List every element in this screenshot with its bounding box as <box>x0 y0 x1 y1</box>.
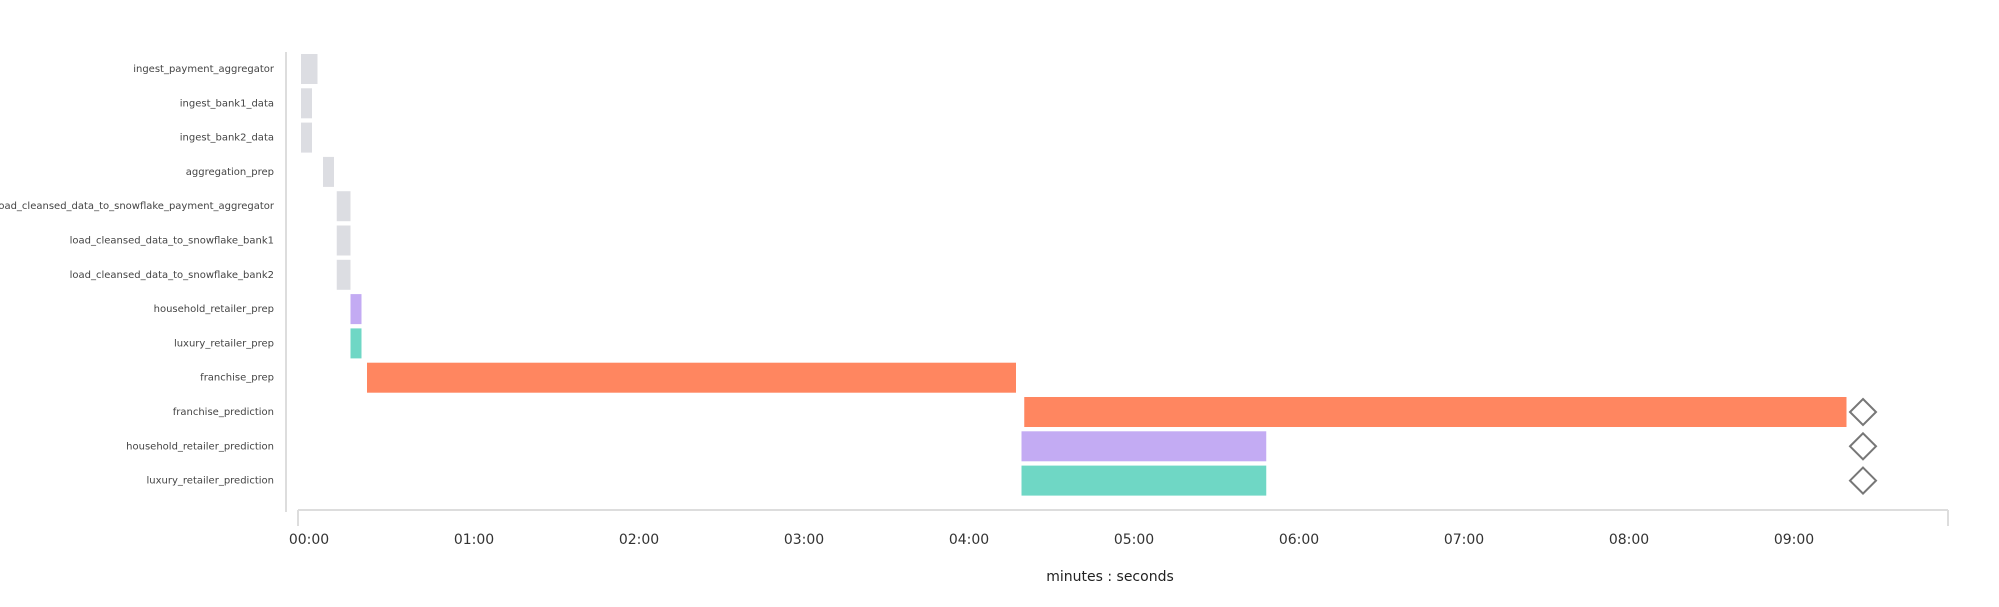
task-label: load_cleansed_data_to_snowflake_bank2 <box>70 270 274 281</box>
task-bar <box>301 122 312 153</box>
milestone <box>1848 397 1878 427</box>
task-label: aggregation_prep <box>186 167 274 178</box>
task-label: load_cleansed_data_to_snowflake_bank1 <box>70 236 274 247</box>
x-tick-label: 03:00 <box>784 532 824 548</box>
milestone <box>1848 431 1878 461</box>
x-tick-label: 01:00 <box>454 532 494 548</box>
task-label: franchise_prediction <box>173 407 274 418</box>
task-bar <box>350 294 362 325</box>
task-bar <box>336 191 351 222</box>
task-bar <box>301 54 318 84</box>
task-bar <box>301 88 312 119</box>
task-bar <box>1024 397 1847 427</box>
task-bar <box>336 259 351 290</box>
x-tick-label: 02:00 <box>619 532 659 548</box>
task-label: luxury_retailer_prep <box>174 338 274 349</box>
task-label: household_retailer_prediction <box>126 441 274 452</box>
x-axis-label: minutes : seconds <box>1046 569 1174 585</box>
x-tick-label: 07:00 <box>1444 532 1484 548</box>
x-tick-label: 00:00 <box>289 532 329 548</box>
x-tick-label: 04:00 <box>949 532 989 548</box>
task-label: load_cleansed_data_to_snowflake_payment_… <box>0 201 275 212</box>
task-label: household_retailer_prep <box>154 304 274 315</box>
task-bar <box>1021 431 1267 462</box>
task-bar <box>323 156 334 187</box>
x-tick-label: 05:00 <box>1114 532 1154 548</box>
x-tick-label: 06:00 <box>1279 532 1319 548</box>
task-label: luxury_retailer_prediction <box>147 476 275 487</box>
task-bar <box>1021 465 1267 496</box>
task-bar <box>350 328 362 359</box>
task-bar <box>336 225 351 256</box>
task-label: ingest_bank2_data <box>180 133 274 144</box>
task-bar <box>367 362 1016 393</box>
x-tick-label: 09:00 <box>1774 532 1814 548</box>
milestone <box>1848 466 1878 496</box>
x-tick-label: 08:00 <box>1609 532 1649 548</box>
task-label: ingest_payment_aggregator <box>133 64 275 75</box>
task-label: franchise_prep <box>200 373 274 384</box>
task-label: ingest_bank1_data <box>180 98 274 109</box>
